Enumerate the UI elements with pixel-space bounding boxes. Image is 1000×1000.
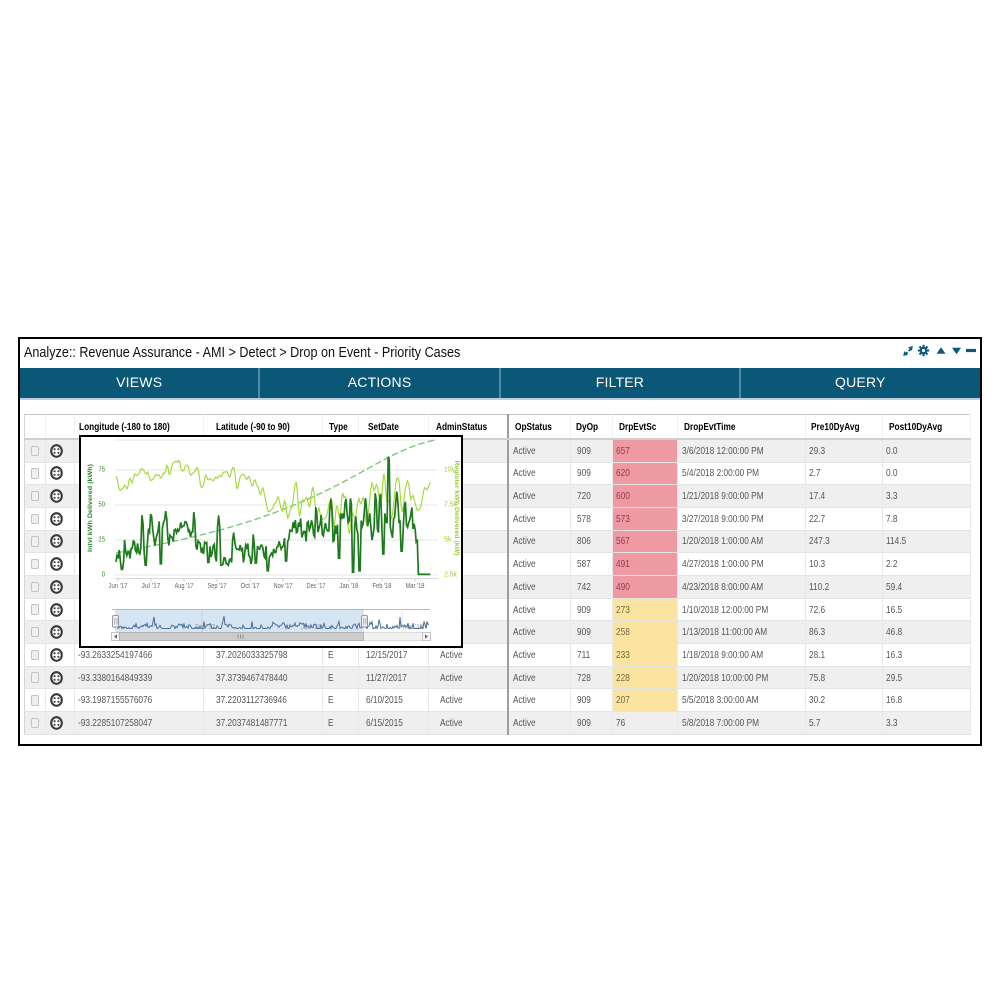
svg-text:Jan '18: Jan '18	[340, 583, 359, 590]
svg-text:Feb '18: Feb '18	[373, 583, 392, 590]
svg-text:10k: 10k	[444, 467, 455, 474]
svg-text:Jan ’18: Jan ’18	[301, 624, 321, 631]
svg-text:Register kWh Delivered (kW): Register kWh Delivered (kW)	[453, 461, 460, 556]
svg-text:5k: 5k	[444, 537, 452, 544]
svg-text:0: 0	[102, 572, 105, 579]
svg-text:Dec '17: Dec '17	[307, 583, 326, 590]
svg-text:Sep '17: Sep '17	[208, 583, 227, 590]
svg-text:Mar '18: Mar '18	[406, 583, 425, 590]
svg-text:75: 75	[98, 467, 105, 474]
svg-text:2.5k: 2.5k	[444, 572, 457, 579]
svg-text:Oct '17: Oct '17	[241, 583, 260, 590]
svg-text:Jul '17: Jul '17	[142, 583, 161, 590]
svg-text:Nov '17: Nov '17	[274, 583, 293, 590]
svg-text:50: 50	[98, 502, 105, 509]
svg-text:Intvl kWh Delivered (kWh): Intvl kWh Delivered (kWh)	[87, 464, 94, 552]
svg-text:25: 25	[98, 537, 105, 544]
svg-text:Aug '17: Aug '17	[175, 583, 194, 590]
svg-text:Jun '17: Jun '17	[109, 583, 128, 590]
svg-text:Mar ’18: Mar ’18	[403, 624, 423, 631]
svg-text:7.5k: 7.5k	[444, 502, 457, 509]
